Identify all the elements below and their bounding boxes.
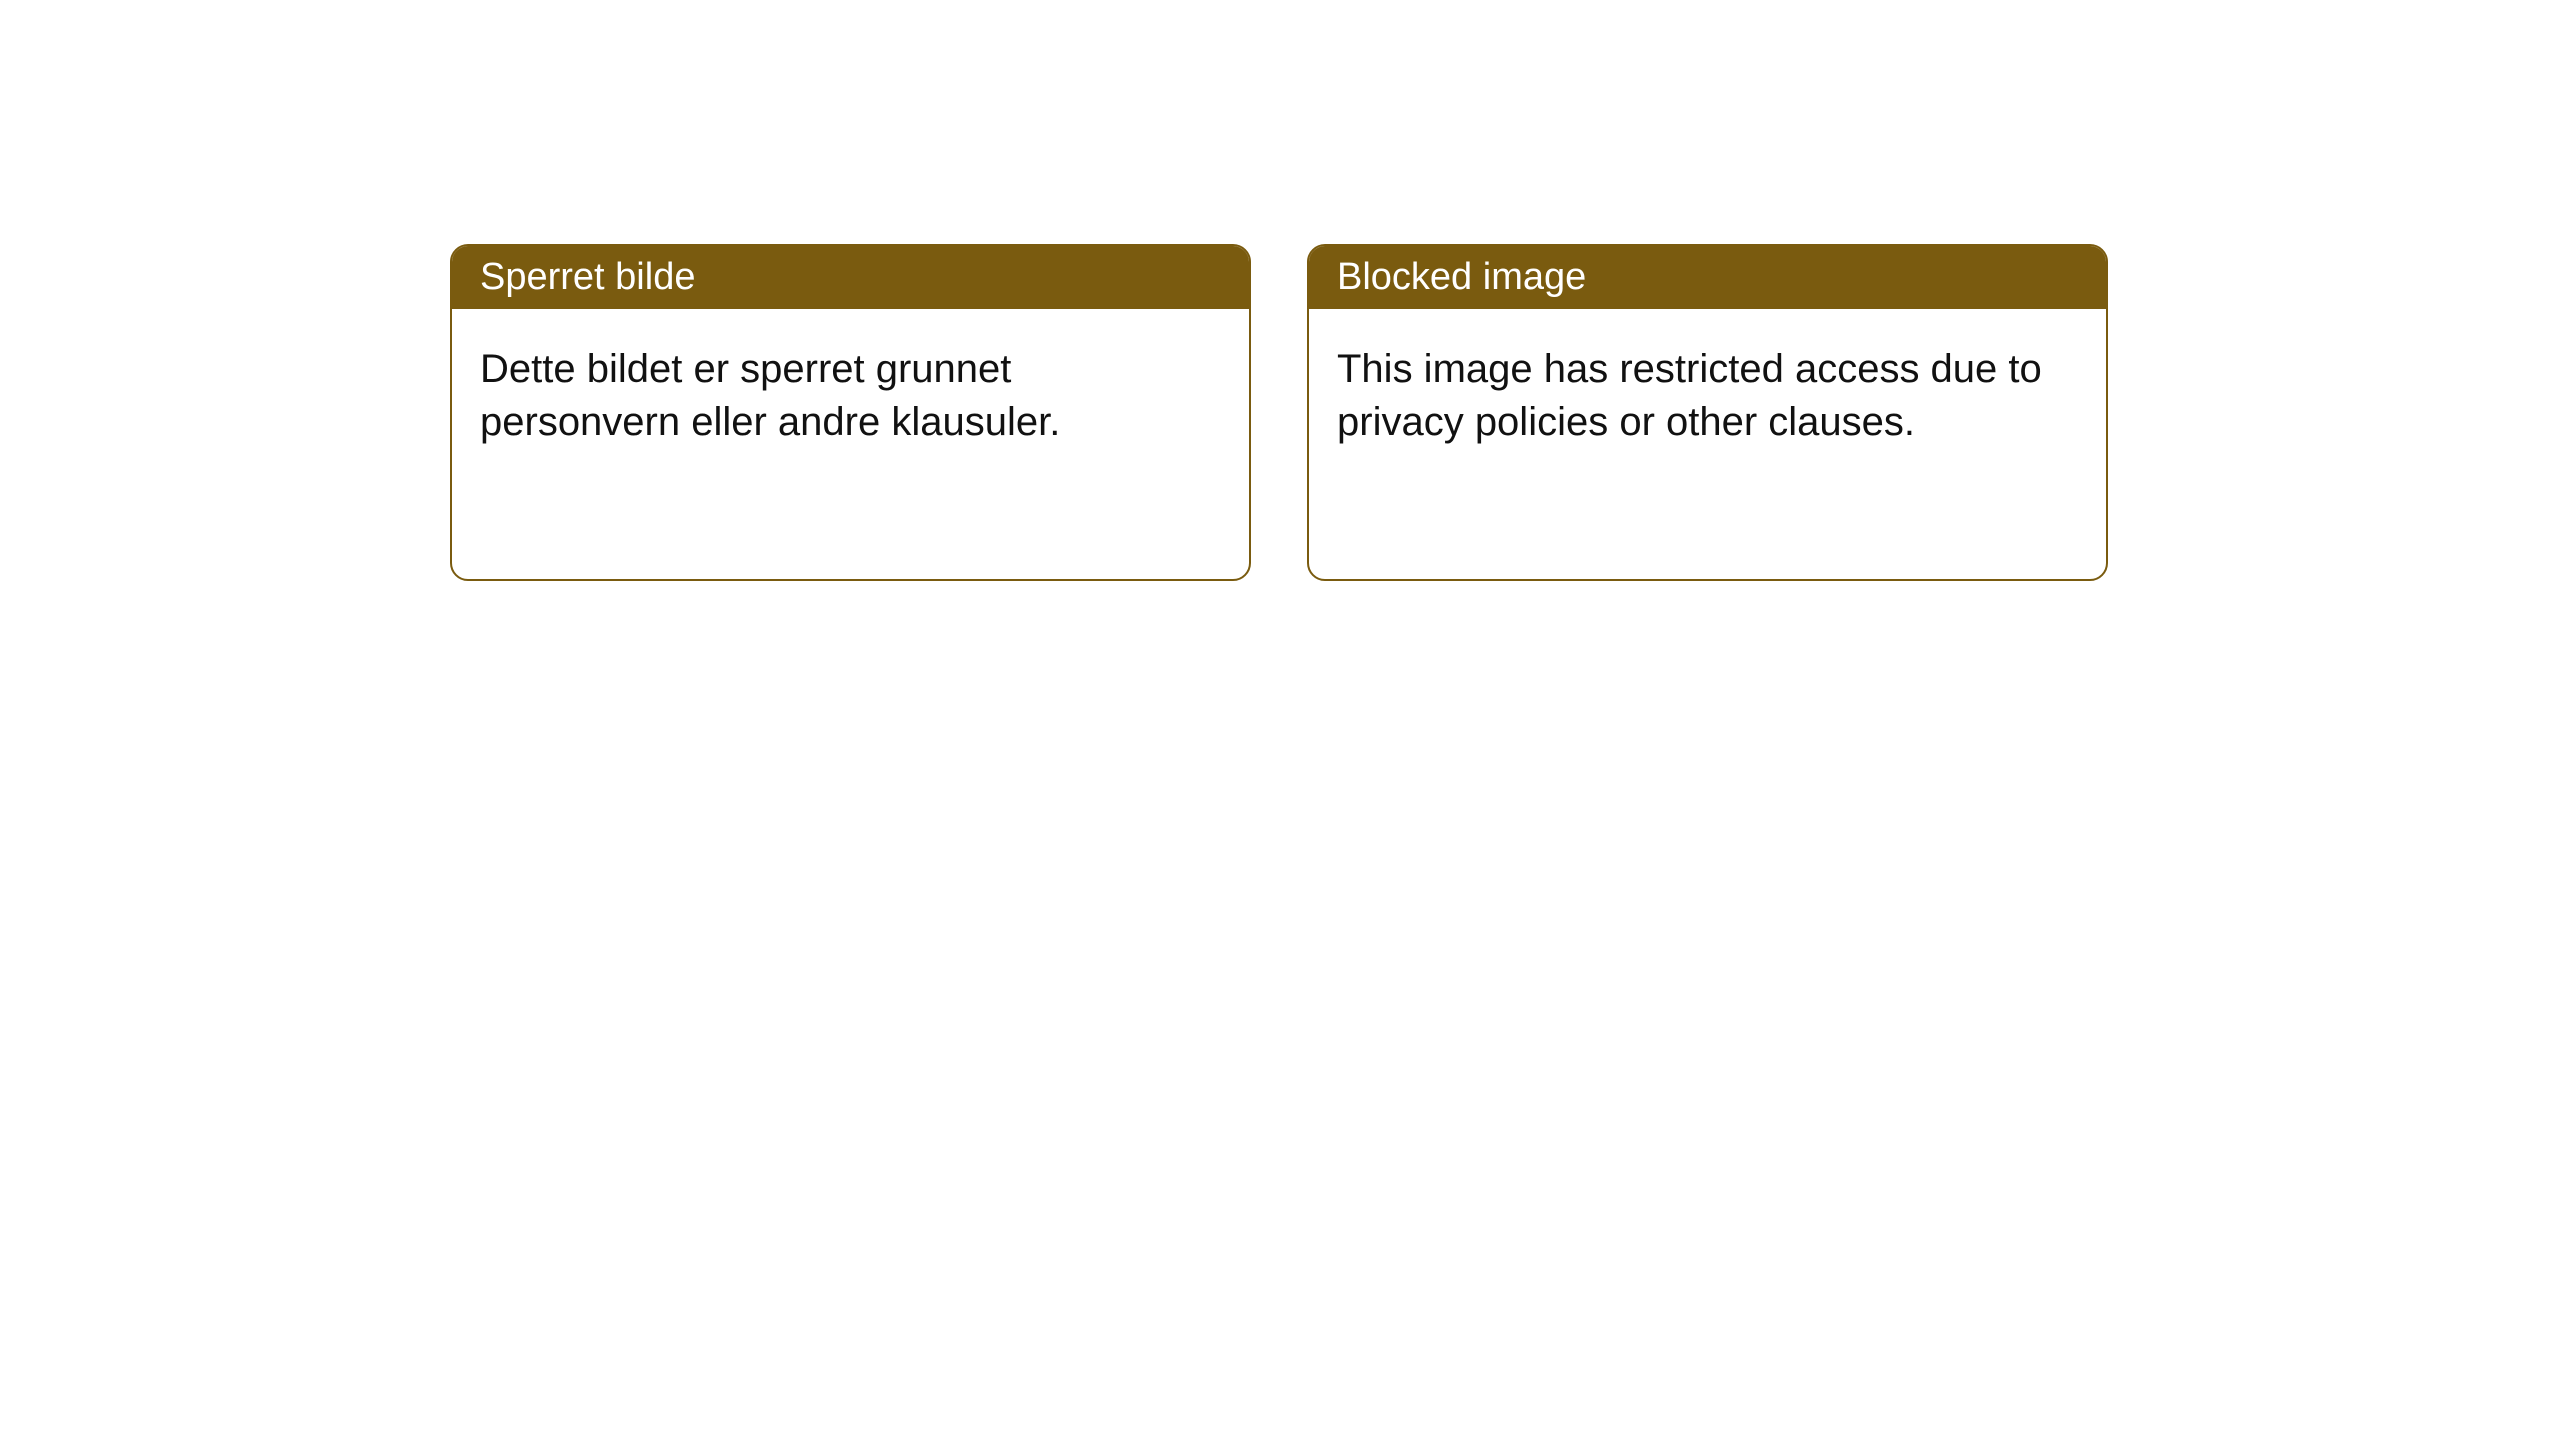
notice-body: Dette bildet er sperret grunnet personve… xyxy=(452,309,1249,579)
notice-title: Sperret bilde xyxy=(480,256,695,298)
notice-card-norwegian: Sperret bilde Dette bildet er sperret gr… xyxy=(450,244,1251,581)
notice-title: Blocked image xyxy=(1337,256,1586,298)
notice-container: Sperret bilde Dette bildet er sperret gr… xyxy=(0,0,2560,581)
notice-body: This image has restricted access due to … xyxy=(1309,309,2106,579)
notice-card-english: Blocked image This image has restricted … xyxy=(1307,244,2108,581)
notice-header: Blocked image xyxy=(1309,246,2106,309)
notice-header: Sperret bilde xyxy=(452,246,1249,309)
notice-body-text: This image has restricted access due to … xyxy=(1337,347,2042,444)
notice-body-text: Dette bildet er sperret grunnet personve… xyxy=(480,347,1060,444)
